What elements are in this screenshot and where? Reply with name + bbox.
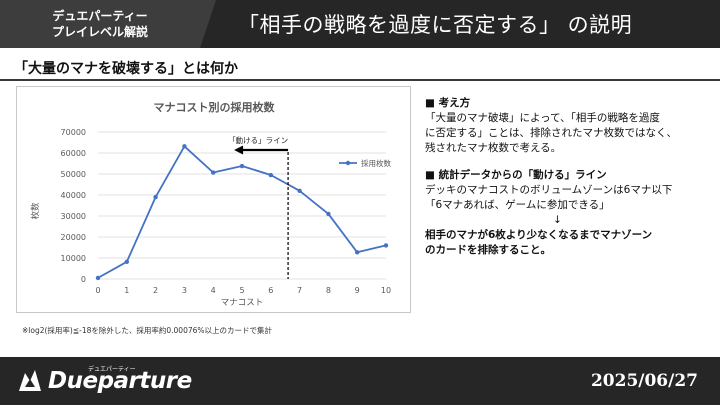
notes-text: 「大量のマナ破壊」によって、「相手の戦略を過度 xyxy=(425,112,660,124)
header-badge: デュエパーティー プレイレベル解説 xyxy=(0,0,216,48)
y-tick-label: 50000 xyxy=(61,170,86,179)
logo-wordmark: Dueparture xyxy=(48,368,192,394)
notes-heading-concept: ■ 考え方 xyxy=(425,97,471,109)
y-axis-ticks: 0 10000 20000 30000 40000 50000 60000 70000 xyxy=(61,128,86,284)
chart-annotation: 「動ける」ライン xyxy=(228,136,289,279)
data-point xyxy=(239,163,245,169)
notes-text: 「6マナあれば、ゲームに参加できる」 xyxy=(425,199,610,211)
slide-title: 「相手の戦略を過度に否定する」 の説明 xyxy=(238,13,633,37)
footer-date: 2025/06/27 xyxy=(590,371,698,391)
section-title: 「大量のマナを破壊する」とは何か xyxy=(14,61,238,77)
chart-footnote: ※log2(採用率)≦-18を除外した、採用率約0.00076%以上のカードで集… xyxy=(22,326,273,335)
x-tick-label: 5 xyxy=(239,286,244,295)
legend-label: 採用枚数 xyxy=(361,158,391,168)
data-point xyxy=(153,194,158,200)
notes-conclusion: 相手のマナが6枚より少なくなるまでマナゾーン xyxy=(425,229,653,241)
x-tick-label: 0 xyxy=(95,286,100,295)
y-axis-label: 枚数 xyxy=(30,202,41,220)
data-point xyxy=(124,259,129,264)
y-tick-label: 30000 xyxy=(61,212,86,221)
x-tick-label: 8 xyxy=(326,286,331,295)
annotation-label: 「動ける」ライン xyxy=(228,136,288,145)
y-tick-label: 10000 xyxy=(61,254,86,263)
data-point xyxy=(211,170,216,175)
notes-conclusion: のカードを排除すること。 xyxy=(425,244,551,256)
x-tick-label: 3 xyxy=(182,286,187,295)
annotation-arrowhead xyxy=(234,145,244,155)
chart-title: マナコスト別の採用枚数 xyxy=(154,100,276,114)
y-tick-label: 40000 xyxy=(61,191,86,200)
x-axis-label: マナコスト xyxy=(221,298,264,308)
footer-bar xyxy=(0,357,720,405)
data-point xyxy=(326,211,331,217)
notes-text: デッキのマナコストのボリュームゾーンは6マナ以下 xyxy=(425,184,673,196)
section-divider xyxy=(0,79,720,81)
notes-heading-stats: ■ 統計データからの「動ける」ライン xyxy=(425,169,607,181)
y-tick-label: 0 xyxy=(81,275,86,284)
x-tick-label: 2 xyxy=(153,286,158,295)
explanation-panel: ■ 考え方 「大量のマナ破壊」によって、「相手の戦略を過度 に否定する」ことは、… xyxy=(425,96,715,258)
x-tick-label: 1 xyxy=(124,286,129,295)
data-point xyxy=(268,172,273,178)
data-point xyxy=(297,188,302,193)
x-axis-ticks: 0 1 2 3 4 5 6 7 8 9 10 xyxy=(95,286,391,295)
y-tick-label: 20000 xyxy=(61,233,86,242)
brand-logo: デュエパーティー Dueparture xyxy=(16,366,192,396)
mana-cost-line-chart: マナコスト別の採用枚数 0100002000030000400005000060… xyxy=(30,100,391,308)
chart-frame xyxy=(16,86,411,313)
notes-text: に否定する」ことは、排除されたマナ枚数ではなく、 xyxy=(425,127,677,139)
chart-series xyxy=(95,144,389,281)
x-tick-label: 9 xyxy=(355,286,360,295)
down-arrow-icon: ↓ xyxy=(553,214,562,226)
legend-marker xyxy=(345,160,351,166)
header-badge-line2: プレイレベル解説 xyxy=(51,25,148,39)
x-tick-label: 4 xyxy=(211,286,216,295)
x-tick-label: 10 xyxy=(381,286,391,295)
chart-legend: 採用枚数 xyxy=(339,158,391,168)
data-point xyxy=(355,250,360,255)
data-point xyxy=(95,275,101,281)
x-tick-label: 6 xyxy=(268,286,273,295)
y-tick-label: 70000 xyxy=(61,128,86,137)
data-point xyxy=(383,243,389,248)
y-tick-label: 60000 xyxy=(61,149,86,158)
x-tick-label: 7 xyxy=(297,286,302,295)
notes-text: 残されたマナ枚数で考える。 xyxy=(425,142,562,154)
logo-subtitle: デュエパーティー xyxy=(88,366,136,373)
chart-gridlines xyxy=(98,131,386,280)
data-point xyxy=(182,144,187,149)
header-badge-line1: デュエパーティー xyxy=(52,9,148,23)
dragon-icon xyxy=(16,367,44,395)
